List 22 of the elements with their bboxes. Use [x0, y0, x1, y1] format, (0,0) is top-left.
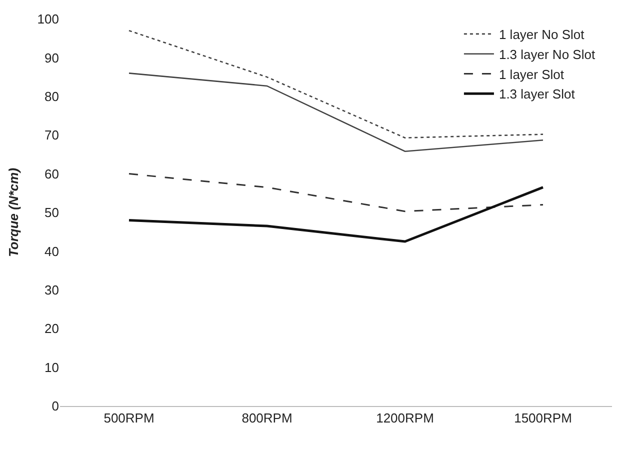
y-tick-label: 70	[44, 128, 59, 143]
legend-label: 1 layer Slot	[498, 66, 564, 82]
legend-label: 1.3 layer No Slot	[498, 46, 596, 62]
y-tick-label: 40	[44, 244, 59, 259]
y-tick-label: 30	[44, 282, 59, 298]
y-tick-label: 60	[44, 166, 59, 182]
x-tick-label: 500RPM	[104, 410, 154, 426]
legend-label: 1.3 layer Slot	[498, 86, 576, 102]
x-tick-label: 800RPM	[242, 410, 292, 426]
y-tick-label: 20	[44, 321, 59, 336]
x-tick-label: 1500RPM	[514, 410, 572, 426]
y-axis-title: Torque (N*cm)	[6, 168, 22, 258]
line-series	[128, 186, 544, 243]
y-tick-label: 100	[37, 12, 59, 27]
y-tick-label: 80	[44, 88, 59, 104]
y-tick-label: 10	[44, 360, 59, 375]
y-tick-label: 50	[44, 205, 59, 220]
x-tick-label: 1200RPM	[376, 410, 434, 426]
legend-label: 1 layer No Slot	[498, 27, 585, 42]
line-series	[128, 173, 544, 212]
y-tick-label: 90	[44, 50, 59, 66]
y-tick-label: 0	[52, 398, 59, 414]
